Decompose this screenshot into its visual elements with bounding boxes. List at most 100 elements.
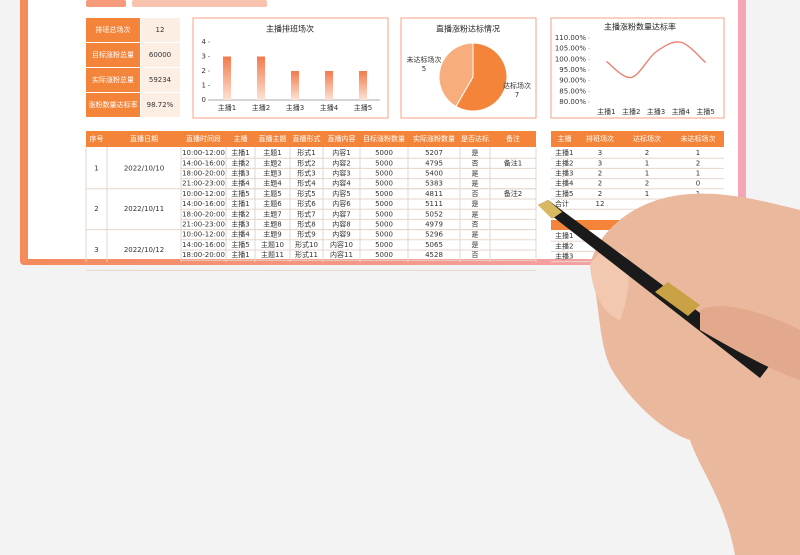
cell: 5052 — [425, 210, 443, 218]
x-tick-label: 主播5 — [696, 107, 714, 116]
tab — [132, 0, 267, 7]
cell: 5000 — [375, 200, 393, 208]
cell: 内容7 — [332, 209, 350, 218]
cell: 否 — [472, 159, 479, 167]
cell: 内容4 — [332, 179, 351, 188]
x-tick-label: 主播2 — [252, 103, 270, 112]
cell: 5000 — [375, 221, 393, 229]
cell: 主题10 — [261, 240, 284, 249]
cell: 是 — [472, 210, 479, 218]
cell: 否 — [472, 251, 479, 259]
cell: 0 — [696, 180, 700, 188]
x-tick-label: 主播4 — [320, 103, 339, 112]
table-header: 达标场次 — [633, 134, 661, 143]
cell: 内容11 — [330, 250, 353, 259]
cell: 18:00-20:00 — [182, 210, 225, 218]
cell: 是 — [472, 170, 479, 178]
x-tick-label: 主播1 — [218, 103, 236, 112]
table-header-bg — [551, 131, 724, 147]
y-tick-label: 105.00% — [555, 45, 586, 53]
cell: 主题8 — [263, 220, 281, 229]
x-tick-label: 主播3 — [286, 103, 304, 112]
cell: 4811 — [425, 190, 443, 198]
cell: 主播1 — [555, 231, 573, 240]
cell: 主播3 — [555, 169, 573, 178]
cell: 内容10 — [330, 240, 353, 249]
cell: 形式10 — [295, 240, 318, 249]
kpi-label-cell — [86, 43, 140, 67]
bar — [359, 71, 367, 100]
y-tick-label: 90.00% — [559, 77, 586, 85]
cell: 5111 — [425, 200, 443, 208]
cell: 主播4 — [231, 179, 250, 188]
table-header: 是否达标 — [461, 134, 489, 143]
cell: 3 — [94, 246, 98, 254]
cell: 主播5 — [231, 240, 249, 249]
line — [606, 41, 707, 79]
cell: 备注2 — [504, 189, 522, 198]
cell: 否 — [472, 221, 479, 229]
cell: 5000 — [375, 180, 393, 188]
cell: 5000 — [375, 190, 393, 198]
cell: 4528 — [425, 251, 443, 259]
bar — [257, 56, 265, 100]
chart-panel — [550, 17, 725, 119]
cell: 内容5 — [332, 189, 350, 198]
y-tick-label: 0 — [202, 96, 206, 104]
pie-label: 达标场次 — [503, 81, 531, 90]
cell: 主播1 — [231, 148, 249, 157]
cell: 主题6 — [263, 199, 282, 208]
cell: 备注1 — [504, 158, 522, 167]
cell: 形式7 — [297, 209, 315, 218]
kpi-value-cell — [141, 93, 180, 117]
x-tick-label: 主播2 — [622, 107, 640, 116]
x-tick-label: 主播5 — [354, 103, 372, 112]
cell: 2 — [598, 180, 602, 188]
table-header: 直播日期 — [130, 134, 158, 143]
cell: 1 — [696, 170, 700, 178]
y-tick-label: 2 — [202, 67, 206, 75]
cell: 主播2 — [231, 209, 249, 218]
cell: 10:00-12:00 — [182, 149, 225, 157]
y-tick-label: 95.00% — [559, 66, 586, 74]
pie-value: 7 — [515, 91, 519, 99]
cell: 主题11 — [261, 250, 284, 259]
cell: 5000 — [375, 170, 393, 178]
pen-nib — [538, 200, 562, 219]
cell: 主题2 — [263, 158, 281, 167]
cell: 5000 — [375, 159, 393, 167]
kpi-value: 59234 — [149, 76, 172, 84]
cell: 1 — [645, 159, 649, 167]
cell: 内容2 — [332, 158, 350, 167]
tab — [86, 0, 126, 7]
cell: 21:00-23:00 — [182, 221, 225, 229]
cell: 主播3 — [555, 252, 573, 261]
cell: 1 — [645, 170, 649, 178]
pie-slice — [438, 42, 474, 108]
kpi-label-cell — [86, 68, 140, 92]
table-header-bg — [551, 220, 671, 230]
cell: 5000 — [375, 149, 393, 157]
kpi-value: 98.72% — [147, 101, 174, 109]
cell: 14:00-16:00 — [182, 200, 225, 208]
table-header: 直播时间段 — [186, 134, 221, 143]
cell: 4979 — [425, 221, 443, 229]
kpi-label: 排班总场次 — [96, 25, 131, 34]
cell: 主播1 — [231, 250, 249, 259]
cell: 内容9 — [332, 230, 350, 239]
cell: 形式6 — [297, 199, 316, 208]
kpi-value-cell — [141, 68, 180, 92]
chart-panel — [192, 17, 389, 119]
table-header: 直播主题 — [259, 134, 287, 143]
cell: 5000 — [375, 241, 393, 249]
cell: 形式3 — [297, 169, 315, 178]
cell: 2 — [598, 170, 602, 178]
kpi-value: 60000 — [149, 51, 171, 59]
chart-title: 直播涨粉达标情况 — [436, 24, 500, 34]
cell: 2 — [94, 205, 98, 213]
kpi-label: 实际涨粉总量 — [92, 75, 134, 84]
cell: 是 — [472, 231, 479, 239]
kpi-label-cell — [86, 93, 140, 117]
